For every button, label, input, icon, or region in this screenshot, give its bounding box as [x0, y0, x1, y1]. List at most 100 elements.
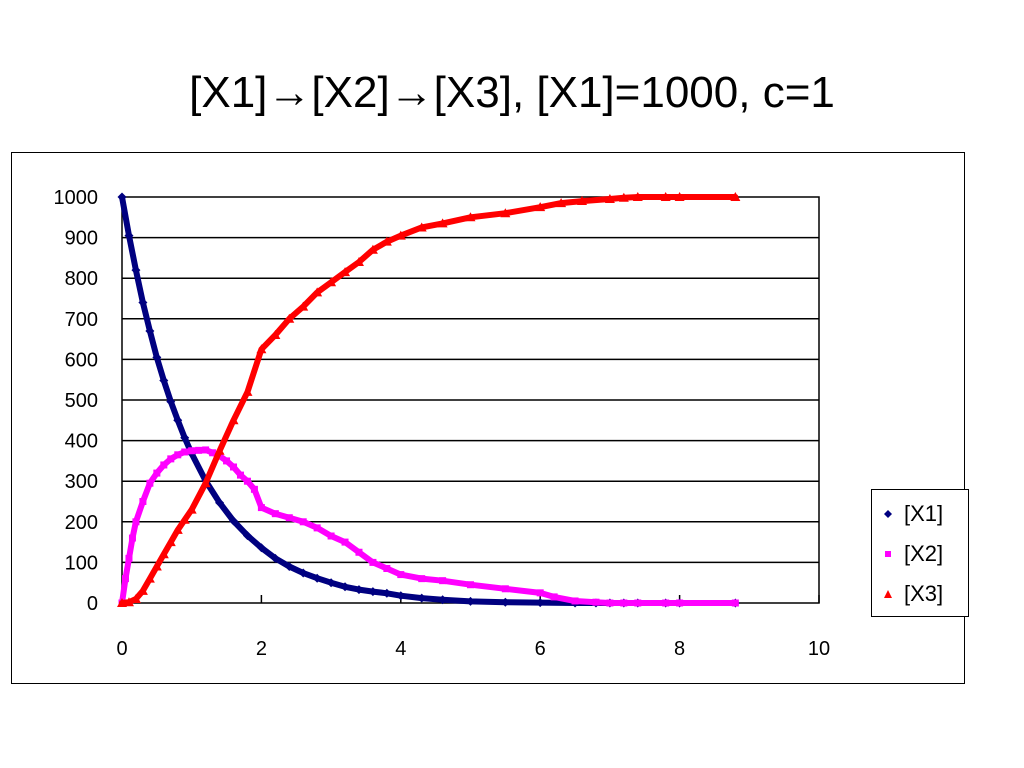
data-point-x2	[181, 448, 189, 456]
data-point-x3	[660, 192, 671, 201]
data-point-x3	[151, 561, 162, 571]
data-point-x3	[618, 192, 629, 202]
data-point-x2	[230, 463, 238, 471]
data-point-x2	[383, 564, 391, 572]
data-point-x2	[536, 589, 544, 597]
data-point-x1	[535, 598, 545, 608]
data-point-x1	[180, 433, 190, 443]
y-tick-label: 1000	[54, 187, 99, 209]
x-tick-label: 8	[674, 638, 685, 660]
data-point-x1	[382, 588, 392, 598]
data-point-x2	[243, 477, 251, 485]
y-tick-label: 0	[87, 593, 98, 615]
data-point-x2	[418, 575, 426, 583]
data-point-x3	[556, 198, 567, 208]
data-point-x3	[123, 597, 134, 607]
legend-item-x1: [X1]	[872, 494, 968, 534]
data-point-x1	[152, 352, 162, 362]
y-tick-label: 800	[65, 268, 98, 290]
data-point-x1	[500, 597, 510, 607]
data-point-x3	[437, 218, 448, 228]
data-point-x3	[284, 313, 295, 323]
chart-area: 0 100 200 300 400 500 600 700 800 900 1000 0 2 4 6 8 10 …	[11, 152, 969, 684]
data-point-x2	[731, 599, 739, 607]
data-point-x1	[166, 397, 176, 407]
data-point-x2	[125, 554, 133, 562]
data-point-x2	[121, 575, 129, 583]
legend-label-x2: [X2]	[904, 541, 944, 566]
data-point-x3	[674, 192, 685, 201]
data-point-x3	[535, 202, 546, 212]
data-point-x2	[160, 461, 168, 469]
data-point-x2	[634, 599, 642, 607]
data-point-x2	[341, 538, 349, 546]
data-point-x2	[223, 457, 231, 465]
data-point-x2	[313, 524, 321, 532]
data-point-x2	[250, 485, 258, 493]
data-point-x1	[326, 578, 336, 588]
data-point-x2	[167, 455, 175, 463]
data-point-x3	[500, 208, 511, 218]
y-tick-label: 100	[65, 552, 98, 574]
data-point-x1	[242, 531, 252, 541]
data-point-x2	[571, 597, 579, 605]
data-point-x3	[172, 524, 183, 534]
data-point-x3	[200, 478, 211, 488]
data-point-x3	[270, 330, 281, 340]
data-point-x3	[242, 386, 253, 396]
y-tick-label: 400	[65, 431, 98, 453]
y-tick-label: 600	[65, 349, 98, 371]
data-point-x3	[381, 236, 392, 246]
data-point-x1	[124, 231, 134, 241]
data-point-x3	[165, 537, 176, 547]
data-point-x2	[128, 534, 136, 542]
chart-svg: 0 100 200 300 400 500 600 700 800 900 1000 0 2 4 6 8 10	[54, 187, 831, 660]
legend-item-x3: [X3]	[872, 574, 968, 614]
data-point-x2	[285, 514, 293, 522]
data-point-x1	[368, 587, 378, 597]
x-tick-label: 6	[535, 638, 546, 660]
data-point-x3	[298, 301, 309, 311]
data-point-x2	[257, 504, 265, 512]
data-point-x3	[130, 593, 141, 603]
data-point-x2	[146, 479, 154, 487]
data-point-x3	[367, 244, 378, 254]
data-point-x2	[662, 599, 670, 607]
data-point-x2	[209, 449, 217, 457]
triangle-marker-icon	[872, 588, 904, 600]
data-point-x1	[145, 326, 155, 336]
data-point-x1	[396, 591, 406, 601]
legend: [X1] [X2] [X3]	[871, 489, 969, 617]
legend-item-x2: [X2]	[872, 534, 968, 574]
data-point-x1	[438, 595, 448, 605]
data-point-x3	[326, 277, 337, 287]
data-point-x3	[214, 445, 225, 455]
data-point-x2	[501, 585, 509, 593]
data-point-x1	[159, 376, 169, 386]
data-point-x2	[606, 599, 614, 607]
y-tick-label: 300	[65, 471, 98, 493]
data-point-x3	[144, 573, 155, 583]
data-point-x1	[284, 561, 294, 571]
data-point-x3	[577, 196, 588, 206]
data-point-x1	[298, 568, 308, 578]
data-point-x2	[195, 446, 203, 454]
data-point-x3	[158, 549, 169, 559]
data-point-x3	[312, 287, 323, 297]
legend-label-x3: [X3]	[904, 581, 944, 606]
y-tick-label: 900	[65, 228, 98, 250]
x-tick-label: 2	[256, 638, 267, 660]
data-point-x1	[354, 585, 364, 595]
data-point-x3	[416, 222, 427, 232]
data-point-x1	[131, 265, 141, 275]
data-point-x1	[173, 415, 183, 425]
data-point-x3	[632, 192, 643, 201]
data-point-x3	[604, 194, 615, 204]
x-tick-label: 10	[808, 638, 830, 660]
data-point-x2	[397, 571, 405, 579]
y-tick-label: 200	[65, 512, 98, 534]
data-point-x2	[139, 498, 147, 505]
data-point-x1	[312, 573, 322, 583]
data-point-x1	[256, 543, 266, 553]
data-point-x1	[466, 596, 475, 606]
